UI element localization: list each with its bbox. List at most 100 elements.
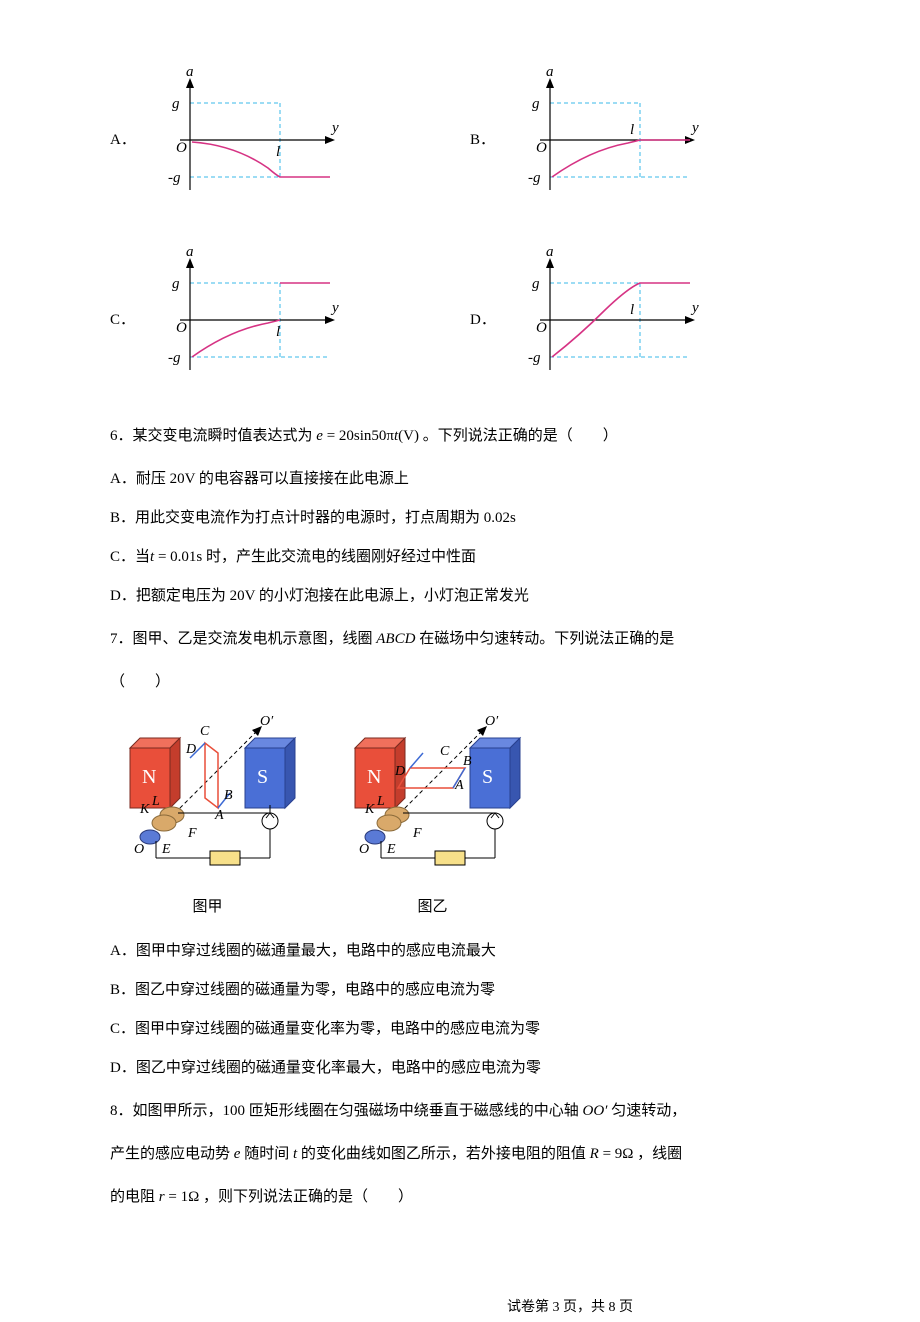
svg-text:-g: -g [528, 170, 541, 186]
q7-stem-post: 在磁场中匀速转动。下列说法正确的是 [415, 631, 674, 647]
q8-R: R [590, 1146, 599, 1162]
svg-text:g: g [172, 96, 180, 112]
q6-opt-d: D．把额定电压为 20V 的小灯泡接在此电源上，小灯泡正常发光 [110, 580, 810, 613]
svg-text:a: a [186, 244, 194, 260]
svg-text:O′: O′ [260, 714, 274, 729]
graph-row-cd: C． a g O -g l y D． [110, 240, 810, 400]
svg-text:L: L [376, 794, 385, 809]
svg-text:l: l [630, 122, 634, 138]
page-footer: 试卷第 3 页，共 8 页 [110, 1295, 920, 1322]
svg-text:L: L [151, 794, 160, 809]
q8-rv: = 1Ω ，则下列说法正确的是（ ） [165, 1189, 413, 1205]
q7-abcd: ABCD [376, 631, 415, 647]
svg-text:F: F [187, 826, 197, 841]
q6-opt-b: B．用此交变电流作为打点计时器的电源时，打点周期为 0.02s [110, 502, 810, 535]
svg-text:K: K [364, 802, 375, 817]
svg-text:l: l [276, 324, 280, 340]
svg-text:O: O [536, 140, 547, 156]
svg-text:O: O [134, 842, 144, 857]
q7-opt-b: B．图乙中穿过线圈的磁通量为零，电路中的感应电流为零 [110, 974, 810, 1007]
q6-opt-a: A．耐压 20V 的电容器可以直接接在此电源上 [110, 463, 810, 496]
q7-opt-d: D．图乙中穿过线圈的磁通量变化率最大，电路中的感应电流为零 [110, 1052, 810, 1085]
q8-Rv: = 9Ω ，线圈 [599, 1146, 682, 1162]
svg-text:-g: -g [168, 350, 181, 366]
svg-text:E: E [386, 842, 396, 857]
svg-text:D: D [394, 764, 405, 779]
q8-m1: 随时间 [240, 1146, 293, 1162]
svg-text:F: F [412, 826, 422, 841]
q7-diagram-2: N S O′ C D B A K L [335, 713, 530, 921]
svg-text:E: E [161, 842, 171, 857]
graph-d: a g O -g l y [510, 240, 700, 400]
q8-line1: 8．如图甲所示，100 匝矩形线圈在匀强磁场中绕垂直于磁感线的中心轴 OO′ 匀… [110, 1095, 810, 1128]
option-label-c: C． [110, 306, 140, 335]
svg-text:a: a [186, 64, 194, 80]
q6-c-pre: C．当 [110, 549, 150, 565]
q8-line2: 产生的感应电动势 e 随时间 t 的变化曲线如图乙所示，若外接电阻的阻值 R =… [110, 1138, 810, 1171]
svg-text:g: g [532, 276, 540, 292]
svg-text:y: y [330, 300, 339, 316]
q6-stem-post: 。下列说法正确的是（ ） [423, 428, 618, 444]
q7-opt-a: A．图甲中穿过线圈的磁通量最大，电路中的感应电流最大 [110, 935, 810, 968]
q6-opt-c: C．当t = 0.01s 时，产生此交流电的线圈刚好经过中性面 [110, 541, 810, 574]
svg-text:A: A [214, 808, 224, 823]
svg-text:l: l [276, 144, 280, 160]
q7-paren: （ ） [110, 666, 810, 699]
svg-text:O′: O′ [485, 714, 499, 729]
q8-line3: 的电阻 r = 1Ω ，则下列说法正确的是（ ） [110, 1181, 810, 1214]
svg-text:O: O [176, 320, 187, 336]
generator-diagram-2: N S O′ C D B A K L [335, 713, 530, 878]
svg-text:y: y [690, 300, 699, 316]
svg-text:g: g [532, 96, 540, 112]
svg-text:a: a [546, 64, 554, 80]
svg-text:C: C [200, 724, 210, 739]
option-label-b: B． [470, 126, 500, 155]
svg-text:g: g [172, 276, 180, 292]
graph-cell-d: D． a g O -g l y [470, 240, 700, 400]
q6-unit: (V) [398, 428, 419, 444]
q7-stem-pre: 7．图甲、乙是交流发电机示意图，线圈 [110, 631, 376, 647]
option-label-a: A． [110, 126, 140, 155]
svg-text:D: D [185, 742, 196, 757]
q7-diagrams: N S O′ C D B A [110, 713, 810, 921]
q7-stem: 7．图甲、乙是交流发电机示意图，线圈 ABCD 在磁场中匀速转动。下列说法正确的… [110, 623, 810, 656]
svg-text:N: N [367, 766, 381, 788]
svg-text:O: O [536, 320, 547, 336]
q7-cap1: 图甲 [110, 893, 305, 922]
q6-stem-pre: 6．某交变电流瞬时值表达式为 [110, 428, 313, 444]
q7-cap2: 图乙 [335, 893, 530, 922]
svg-text:a: a [546, 244, 554, 260]
svg-text:S: S [257, 766, 268, 788]
svg-text:C: C [440, 744, 450, 759]
graph-row-ab: A． a g O -g l y [110, 60, 810, 220]
q8-l1-post: 匀速转动， [607, 1103, 686, 1119]
q6-e: e [316, 428, 323, 444]
graph-a: a g O -g l y [150, 60, 340, 220]
svg-text:S: S [482, 766, 493, 788]
q6-c-mid: = 0.01s 时，产生此交流电的线圈刚好经过中性面 [154, 549, 476, 565]
q7-opt-c: C．图甲中穿过线圈的磁通量变化率为零，电路中的感应电流为零 [110, 1013, 810, 1046]
graph-c: a g O -g l y [150, 240, 340, 400]
graph-b: a g O -g l y [510, 60, 700, 220]
q8-l2-pre: 产生的感应电动势 [110, 1146, 234, 1162]
svg-text:B: B [463, 754, 472, 769]
q8-m2: 的变化曲线如图乙所示，若外接电阻的阻值 [297, 1146, 590, 1162]
svg-text:N: N [142, 766, 156, 788]
svg-text:l: l [630, 302, 634, 318]
q7-diagram-1: N S O′ C D B A [110, 713, 305, 921]
q8-oo: OO′ [583, 1103, 608, 1119]
svg-text:y: y [330, 120, 339, 136]
graph-cell-a: A． a g O -g l y [110, 60, 340, 220]
svg-text:-g: -g [168, 170, 181, 186]
svg-text:-g: -g [528, 350, 541, 366]
option-label-d: D． [470, 306, 500, 335]
generator-diagram-1: N S O′ C D B A [110, 713, 305, 878]
q6-stem: 6．某交变电流瞬时值表达式为 e = 20sin50πt(V) 。下列说法正确的… [110, 420, 810, 453]
graph-cell-c: C． a g O -g l y [110, 240, 340, 400]
svg-text:B: B [224, 788, 233, 803]
q8-l1-pre: 8．如图甲所示，100 匝矩形线圈在匀强磁场中绕垂直于磁感线的中心轴 [110, 1103, 583, 1119]
q8-l3-pre: 的电阻 [110, 1189, 159, 1205]
graph-cell-b: B． a g O -g l y [470, 60, 700, 220]
svg-text:O: O [176, 140, 187, 156]
svg-text:O: O [359, 842, 369, 857]
